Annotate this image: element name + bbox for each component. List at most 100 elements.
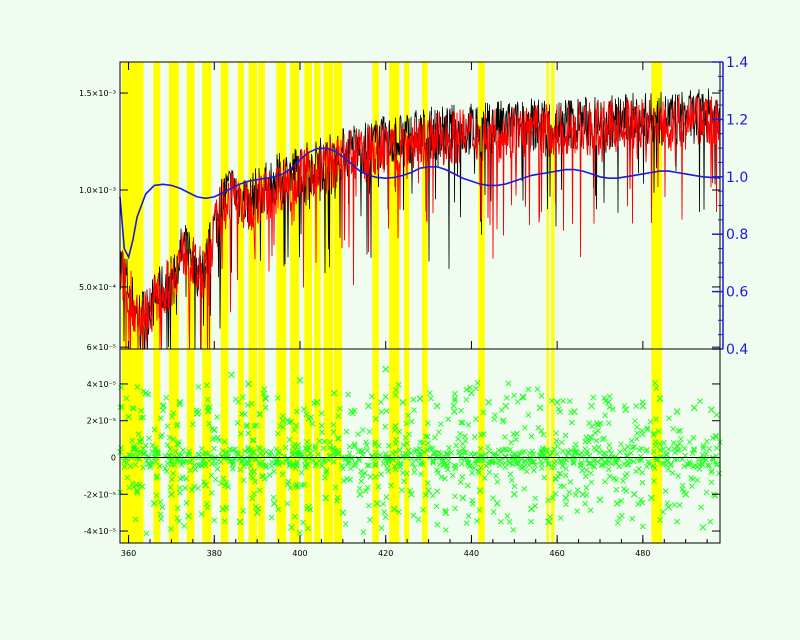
residual-texture-848	[477, 446, 484, 452]
residual-texture-515	[443, 527, 449, 533]
residual-texture-516	[129, 480, 136, 487]
residual-texture-966	[313, 460, 320, 467]
residual-texture-1179	[223, 505, 230, 511]
bottom-left-tick-label-5: 6×10⁻⁵	[87, 343, 116, 352]
residual-texture-773	[505, 380, 512, 387]
residual-texture-1131	[443, 463, 450, 470]
residual-texture-1159	[251, 490, 257, 497]
residual-texture-315	[507, 446, 513, 453]
residual-texture-564	[243, 423, 250, 430]
bottom-x-axis: 360 380 400 420 440 460 480	[121, 535, 708, 558]
residual-texture-1052	[250, 449, 256, 456]
residual-texture-988	[638, 496, 644, 503]
residual-texture-1048	[195, 462, 202, 469]
residual-texture-863	[618, 441, 624, 448]
bottom-x-tick-label-0: 360	[121, 549, 136, 558]
residual-texture-172	[221, 518, 228, 525]
residual-texture-159	[628, 450, 635, 456]
residual-texture-573	[335, 450, 342, 457]
residual-texture-895	[539, 445, 546, 452]
residual-texture-976	[136, 438, 143, 445]
residual-texture-208	[613, 486, 620, 493]
residual-texture-1054	[509, 461, 516, 468]
bottom-x-tick-label-4: 440	[464, 549, 479, 558]
residual-texture-1174	[204, 501, 210, 507]
residual-texture-222	[583, 467, 590, 473]
residual-texture-842	[633, 435, 640, 442]
residual-texture-129	[312, 445, 319, 452]
residual-texture-679	[219, 448, 226, 454]
mask-region-bottom-20	[546, 349, 549, 543]
residual-texture-420	[132, 516, 139, 523]
residual-texture-572	[528, 518, 534, 525]
residual-texture-325	[525, 386, 532, 393]
residual-texture-778	[222, 482, 229, 489]
residual-texture-520	[691, 447, 697, 454]
residual-texture-670	[230, 460, 237, 467]
residual-texture-17	[427, 390, 433, 396]
residual-texture-432	[486, 469, 493, 476]
mask-region-bottom-22	[651, 349, 663, 543]
residual-texture-352	[525, 412, 532, 418]
residual-texture-1051	[174, 441, 180, 448]
residual-texture-1123	[253, 456, 259, 463]
residual-texture-812	[700, 445, 707, 451]
residual-texture-869	[463, 520, 470, 526]
mask-region-bottom-8	[258, 349, 265, 543]
residual-texture-452	[284, 417, 291, 424]
residual-texture-1115	[495, 447, 502, 454]
residual-texture-1102	[290, 443, 297, 450]
residual-texture-1105	[153, 458, 160, 465]
residual-texture-789	[130, 445, 137, 452]
residual-texture-846	[177, 489, 183, 496]
residual-texture-135	[672, 449, 678, 456]
residual-texture-294	[481, 475, 488, 482]
residual-texture-419	[452, 395, 458, 402]
residual-texture-793	[343, 428, 350, 435]
residual-texture-453	[490, 509, 497, 515]
residual-texture-636	[655, 428, 662, 435]
residual-texture-919	[268, 514, 275, 521]
residual-texture-1137	[548, 464, 555, 471]
residual-texture-757	[605, 466, 612, 473]
residual-point-23	[322, 494, 330, 502]
bottom-x-tick-label-3: 420	[378, 549, 393, 558]
residual-texture-136	[508, 439, 515, 446]
residual-texture-1167	[704, 462, 711, 469]
residual-texture-367	[359, 472, 366, 479]
residual-texture-60	[425, 420, 431, 427]
residual-texture-936	[491, 416, 498, 423]
residual-texture-198	[335, 435, 341, 442]
residual-texture-723	[694, 477, 701, 484]
residual-texture-581	[713, 434, 720, 440]
residual-texture-1	[442, 507, 449, 514]
residual-texture-190	[351, 443, 358, 450]
residual-texture-914	[405, 412, 412, 419]
residual-texture-132	[332, 484, 339, 491]
residual-texture-709	[372, 441, 379, 448]
residual-texture-851	[378, 399, 384, 405]
residual-texture-989	[392, 423, 399, 429]
residual-texture-878	[177, 475, 184, 482]
residual-texture-668	[644, 425, 651, 431]
residual-texture-1107	[178, 461, 185, 468]
top-left-tick-label-2: 1.5×10⁻³	[79, 89, 116, 98]
residual-texture-607	[240, 394, 246, 401]
residual-texture-824	[502, 453, 509, 460]
residual-texture-1099	[568, 409, 574, 416]
residual-texture-1002	[451, 462, 458, 469]
residual-texture-535	[279, 413, 286, 419]
residual-texture-134	[706, 462, 713, 469]
residual-texture-1153	[382, 423, 389, 430]
residual-texture-1061	[145, 391, 152, 398]
residual-texture-921	[452, 505, 458, 512]
residual-texture-1090	[157, 511, 164, 518]
residual-texture-1073	[636, 447, 643, 453]
residual-texture-714	[158, 515, 165, 522]
residual-texture-894	[306, 444, 313, 451]
residual-texture-930	[189, 487, 195, 493]
residual-texture-1080	[412, 456, 419, 463]
residual-texture-850	[526, 462, 533, 469]
residual-texture-364	[320, 445, 327, 452]
residual-texture-547	[240, 477, 247, 484]
